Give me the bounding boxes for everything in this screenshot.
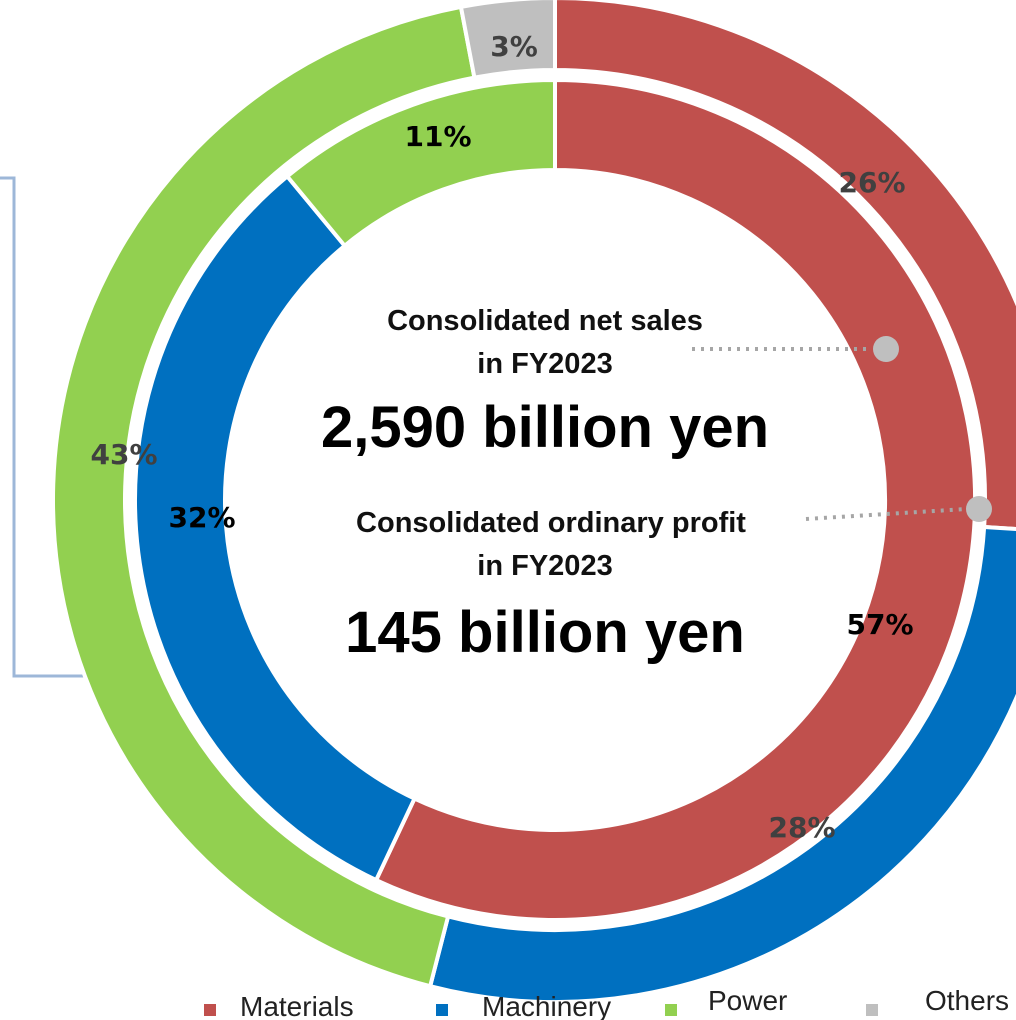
inner-label-materials: 57% <box>846 608 913 641</box>
inner-slice-materials <box>373 77 978 922</box>
legend-label-power: Power <box>708 985 787 1016</box>
profit-title-line2: in FY2023 <box>477 550 612 582</box>
sales-leader-dot <box>873 336 899 362</box>
profit-leader-dot <box>966 496 992 522</box>
legend-swatch-others <box>866 1004 878 1016</box>
inner-ring-ordinary-profit <box>133 77 978 922</box>
inner-label-machinery: 32% <box>168 501 235 534</box>
outer-ring-net-sales <box>51 0 1016 1004</box>
outer-slice-materials <box>553 0 1016 532</box>
legend-label-others: Others <box>925 985 1009 1016</box>
profit-title-line1: Consolidated ordinary profit <box>356 507 746 539</box>
inner-slice-machinery <box>133 173 418 883</box>
legend-swatch-machinery <box>436 1004 448 1016</box>
legend-label-materials: Materials <box>240 991 354 1020</box>
sales-value: 2,590 billion yen <box>321 395 769 460</box>
profit-value: 145 billion yen <box>345 600 745 665</box>
outer-label-machinery: 28% <box>768 811 835 844</box>
inner-slice-power <box>284 77 557 249</box>
outer-slice-others <box>458 0 557 80</box>
outer-label-power: 43% <box>90 438 157 471</box>
inner-label-power: 11% <box>404 120 471 153</box>
legend: Materials Machinery Power Others <box>204 985 1009 1020</box>
slice-labels: 26% 28% 43% 3% 57% 32% 11% <box>90 30 913 844</box>
callout-bracket-line <box>0 176 146 678</box>
sales-title-line1: Consolidated net sales <box>387 305 703 337</box>
outer-label-materials: 26% <box>838 166 905 199</box>
outer-slice-power <box>51 4 477 989</box>
sales-title-line2: in FY2023 <box>477 348 612 380</box>
outer-label-others: 3% <box>490 30 538 63</box>
legend-swatch-power <box>665 1004 677 1016</box>
legend-label-machinery: Machinery <box>482 991 611 1020</box>
legend-swatch-materials <box>204 1004 216 1016</box>
